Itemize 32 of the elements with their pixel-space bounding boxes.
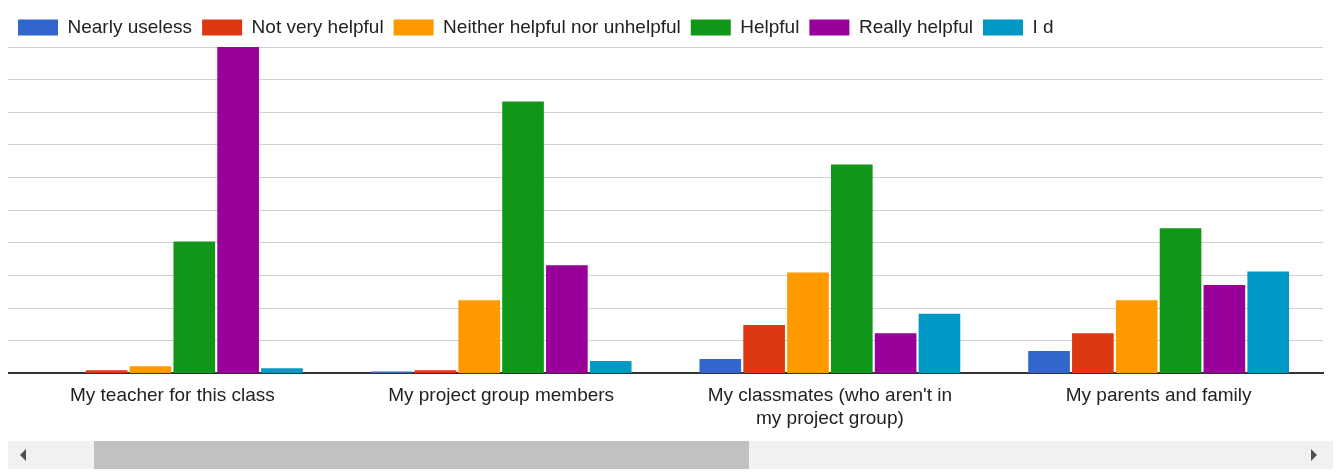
- bar: [546, 265, 588, 373]
- legend-label: Neither helpful nor unhelpful: [443, 15, 681, 37]
- bar: [173, 241, 216, 373]
- bar: [414, 370, 457, 373]
- x-tick-label: My project group members: [388, 384, 615, 406]
- bar: [458, 300, 501, 373]
- legend-label: Nearly useless: [67, 15, 193, 37]
- bar: [589, 361, 632, 373]
- bar: [129, 366, 172, 373]
- bar: [1247, 271, 1290, 373]
- x-tick-label: My classmates (who aren't in my project group): [707, 384, 953, 428]
- bar: [502, 101, 544, 373]
- bar: [874, 333, 917, 373]
- bar: [1159, 228, 1202, 373]
- bar: [261, 368, 303, 373]
- bar: [787, 272, 829, 373]
- bar: [217, 47, 259, 373]
- legend-label: Helpful: [740, 15, 800, 37]
- bar: [1115, 300, 1158, 373]
- bar: [830, 164, 873, 373]
- bar: [1072, 333, 1114, 373]
- bar: [699, 359, 742, 373]
- bar: [1028, 350, 1070, 373]
- bar: [1203, 284, 1246, 373]
- bar: [918, 313, 961, 373]
- x-tick-label: My teacher for this class: [69, 384, 275, 406]
- legend-label: Really helpful: [858, 15, 973, 37]
- legend-label: I d: [1032, 15, 1054, 37]
- legend-label: Not very helpful: [251, 15, 384, 37]
- bar: [743, 325, 785, 373]
- bar: [85, 370, 128, 373]
- x-tick-label: My parents and family: [1065, 384, 1253, 406]
